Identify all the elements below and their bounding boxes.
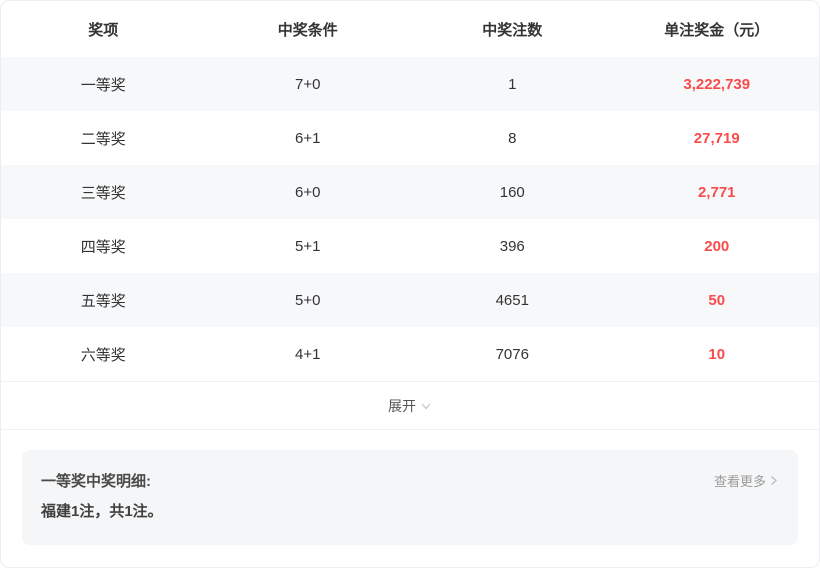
prize-amount-cell: 2,771 <box>697 183 736 201</box>
detail-content: 福建1注，共1注。 <box>41 503 163 520</box>
detail-card-header: 一等奖中奖明细: 查看更多 <box>41 470 779 491</box>
prize-tier-cell: 四等奖 <box>80 238 126 256</box>
table-row: 六等奖 4+1 7076 10 <box>1 327 819 381</box>
prize-tier-cell: 六等奖 <box>80 346 126 364</box>
prize-amount-cell: 27,719 <box>693 129 740 147</box>
view-more-link[interactable]: 查看更多 <box>714 471 779 490</box>
prize-tier-cell: 三等奖 <box>80 184 126 202</box>
win-count-cell: 8 <box>508 129 517 147</box>
detail-section: 一等奖中奖明细: 查看更多 福建1注，共1注。 <box>1 430 819 545</box>
table-row: 一等奖 7+0 1 3,222,739 <box>1 57 819 111</box>
first-prize-detail-card: 一等奖中奖明细: 查看更多 福建1注，共1注。 <box>22 450 798 545</box>
prize-amount-cell: 3,222,739 <box>683 75 751 93</box>
prize-amount-cell: 200 <box>704 237 730 255</box>
table-header-row: 奖项 中奖条件 中奖注数 单注奖金（元） <box>1 1 819 57</box>
win-condition-cell: 6+1 <box>295 129 321 147</box>
win-condition-cell: 4+1 <box>295 345 321 363</box>
win-condition-cell: 6+0 <box>295 183 321 201</box>
header-win-count: 中奖注数 <box>482 21 543 39</box>
win-condition-cell: 5+1 <box>295 237 321 255</box>
prize-tier-cell: 一等奖 <box>80 76 126 94</box>
table-row: 二等奖 6+1 8 27,719 <box>1 111 819 165</box>
prize-tier-cell: 二等奖 <box>80 130 126 148</box>
header-win-condition: 中奖条件 <box>277 21 338 39</box>
win-count-cell: 7076 <box>495 345 529 363</box>
win-condition-cell: 5+0 <box>295 291 321 309</box>
table-row: 三等奖 6+0 160 2,771 <box>1 165 819 219</box>
chevron-down-icon <box>420 400 432 412</box>
win-count-cell: 396 <box>499 237 525 255</box>
prize-amount-cell: 50 <box>708 291 726 309</box>
win-count-cell: 160 <box>499 183 525 201</box>
chevron-right-icon <box>768 475 779 486</box>
win-count-cell: 4651 <box>495 291 529 309</box>
expand-label: 展开 <box>388 397 416 414</box>
prize-amount-cell: 10 <box>708 345 726 363</box>
table-row: 四等奖 5+1 396 200 <box>1 219 819 273</box>
win-condition-cell: 7+0 <box>295 75 321 93</box>
expand-button[interactable]: 展开 <box>1 381 819 430</box>
view-more-label: 查看更多 <box>713 474 766 489</box>
win-count-cell: 1 <box>508 75 517 93</box>
header-prize-tier: 奖项 <box>88 21 119 39</box>
header-prize-amount: 单注奖金（元） <box>664 21 770 39</box>
table-row: 五等奖 5+0 4651 50 <box>1 273 819 327</box>
detail-title: 一等奖中奖明细: <box>41 473 151 490</box>
prize-tier-cell: 五等奖 <box>80 292 126 310</box>
